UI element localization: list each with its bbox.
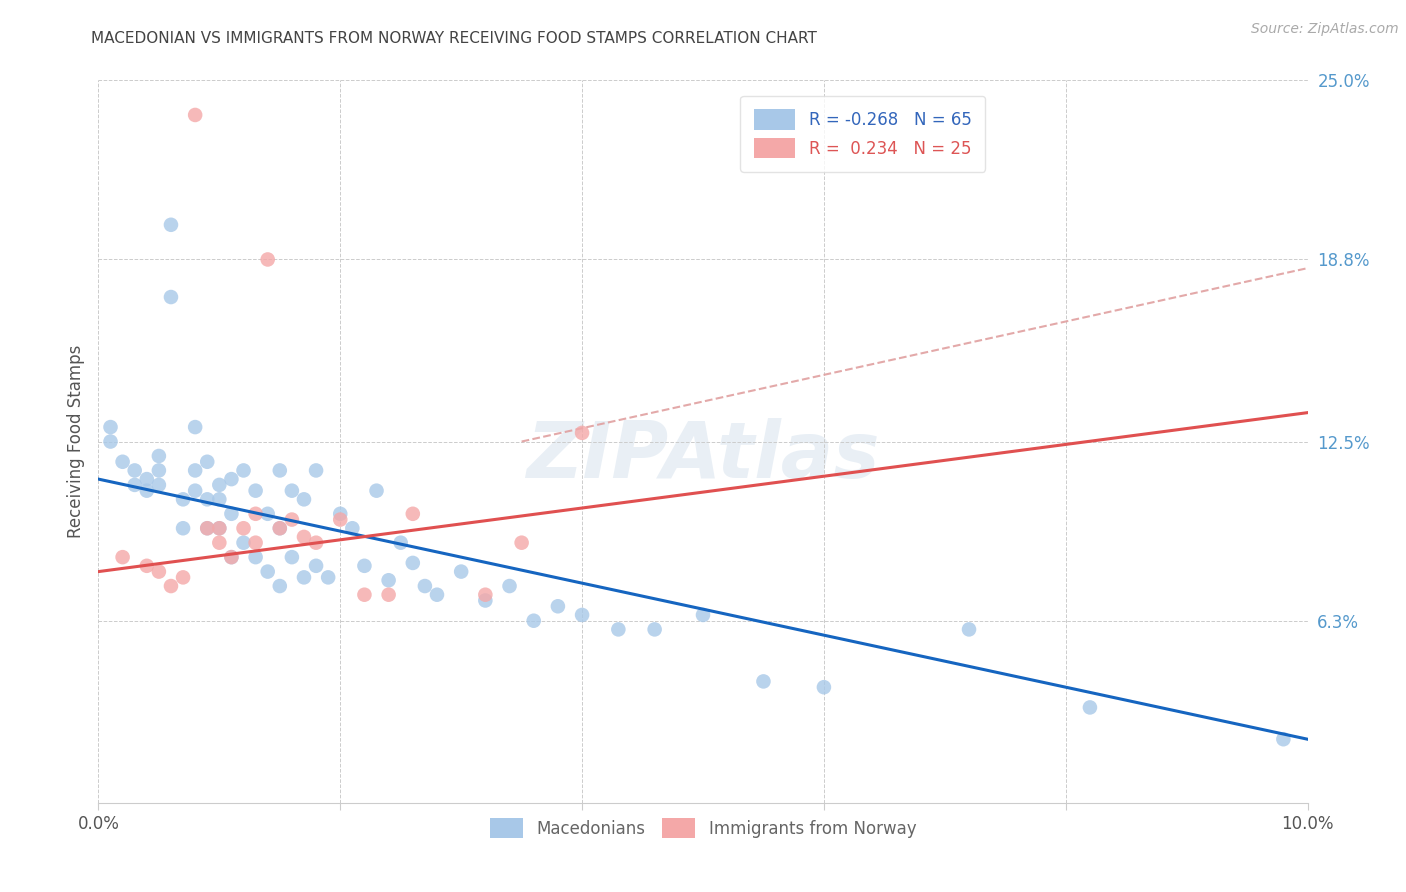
Point bbox=[184, 483, 207, 498]
Point bbox=[269, 579, 291, 593]
Point bbox=[208, 521, 231, 535]
Point bbox=[195, 492, 218, 507]
Point bbox=[160, 218, 183, 232]
Point bbox=[232, 521, 254, 535]
Point bbox=[1272, 732, 1295, 747]
Point bbox=[402, 556, 425, 570]
Point bbox=[148, 478, 170, 492]
Point bbox=[377, 588, 399, 602]
Point bbox=[135, 483, 157, 498]
Point bbox=[523, 614, 546, 628]
Point bbox=[571, 607, 593, 622]
Point bbox=[208, 478, 231, 492]
Y-axis label: Receiving Food Stamps: Receiving Food Stamps bbox=[66, 345, 84, 538]
Point bbox=[316, 570, 339, 584]
Point bbox=[195, 521, 218, 535]
Point bbox=[692, 607, 714, 622]
Point bbox=[148, 449, 170, 463]
Point bbox=[957, 623, 980, 637]
Point bbox=[292, 530, 315, 544]
Point bbox=[329, 512, 352, 526]
Point bbox=[172, 570, 194, 584]
Point bbox=[245, 550, 267, 565]
Point bbox=[148, 463, 170, 477]
Point bbox=[232, 463, 254, 477]
Point bbox=[547, 599, 569, 614]
Point bbox=[245, 535, 267, 549]
Point bbox=[413, 579, 436, 593]
Point bbox=[124, 463, 146, 477]
Point bbox=[184, 108, 207, 122]
Point bbox=[813, 680, 835, 694]
Point bbox=[305, 535, 328, 549]
Text: MACEDONIAN VS IMMIGRANTS FROM NORWAY RECEIVING FOOD STAMPS CORRELATION CHART: MACEDONIAN VS IMMIGRANTS FROM NORWAY REC… bbox=[91, 31, 817, 46]
Point bbox=[256, 252, 278, 267]
Point bbox=[402, 507, 425, 521]
Point bbox=[184, 463, 207, 477]
Point bbox=[269, 521, 291, 535]
Point bbox=[353, 558, 375, 573]
Point bbox=[245, 507, 267, 521]
Point bbox=[221, 507, 243, 521]
Point bbox=[245, 483, 267, 498]
Point bbox=[281, 512, 304, 526]
Point bbox=[292, 492, 315, 507]
Point bbox=[221, 550, 243, 565]
Point bbox=[221, 472, 243, 486]
Point bbox=[100, 420, 122, 434]
Point bbox=[342, 521, 364, 535]
Point bbox=[474, 593, 496, 607]
Point bbox=[208, 535, 231, 549]
Point bbox=[571, 425, 593, 440]
Point bbox=[111, 455, 134, 469]
Point bbox=[256, 565, 278, 579]
Text: ZIPAtlas: ZIPAtlas bbox=[526, 418, 880, 494]
Point bbox=[184, 420, 207, 434]
Point bbox=[329, 507, 352, 521]
Point bbox=[256, 507, 278, 521]
Point bbox=[366, 483, 388, 498]
Point bbox=[232, 535, 254, 549]
Point bbox=[208, 492, 231, 507]
Point bbox=[269, 463, 291, 477]
Point bbox=[292, 570, 315, 584]
Point bbox=[1078, 700, 1101, 714]
Point bbox=[135, 472, 157, 486]
Point bbox=[124, 478, 146, 492]
Point bbox=[498, 579, 520, 593]
Point bbox=[281, 483, 304, 498]
Point bbox=[450, 565, 472, 579]
Point bbox=[172, 521, 194, 535]
Point bbox=[353, 588, 375, 602]
Point bbox=[269, 521, 291, 535]
Point bbox=[644, 623, 666, 637]
Point bbox=[160, 579, 183, 593]
Point bbox=[195, 521, 218, 535]
Point bbox=[195, 455, 218, 469]
Point bbox=[752, 674, 775, 689]
Text: Source: ZipAtlas.com: Source: ZipAtlas.com bbox=[1251, 22, 1399, 37]
Point bbox=[510, 535, 533, 549]
Point bbox=[474, 588, 496, 602]
Legend: Macedonians, Immigrants from Norway: Macedonians, Immigrants from Norway bbox=[484, 812, 922, 845]
Point bbox=[111, 550, 134, 565]
Point bbox=[160, 290, 183, 304]
Point bbox=[100, 434, 122, 449]
Point bbox=[281, 550, 304, 565]
Point bbox=[607, 623, 630, 637]
Point bbox=[172, 492, 194, 507]
Point bbox=[305, 463, 328, 477]
Point bbox=[148, 565, 170, 579]
Point bbox=[377, 574, 399, 588]
Point bbox=[305, 558, 328, 573]
Point bbox=[221, 550, 243, 565]
Point bbox=[426, 588, 449, 602]
Point bbox=[208, 521, 231, 535]
Point bbox=[389, 535, 412, 549]
Point bbox=[135, 558, 157, 573]
